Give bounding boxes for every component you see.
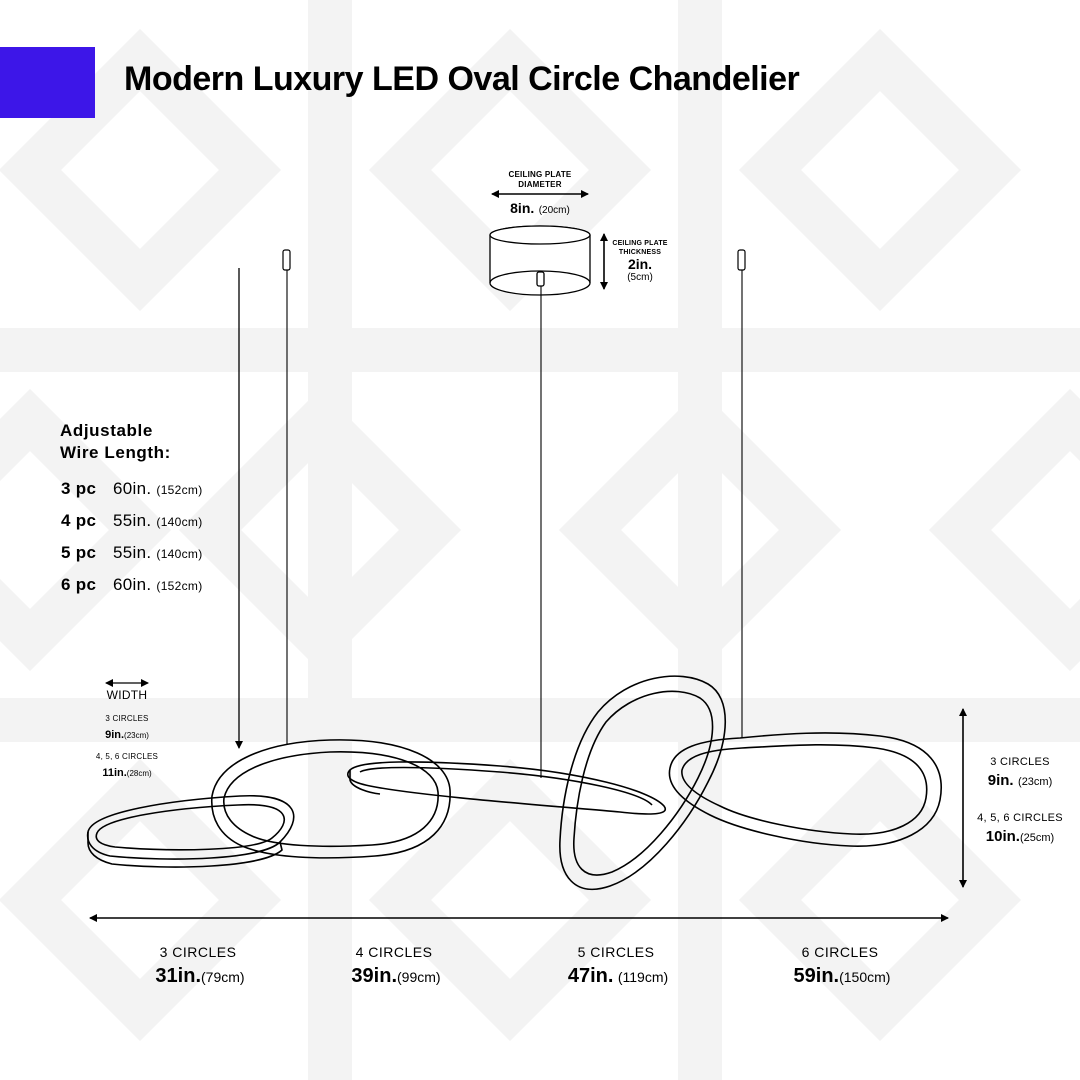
height-3-circles-value: 9in. (23cm) [960, 772, 1080, 790]
wire-length-heading-line1: Adjustable [60, 421, 153, 440]
length-3-circles-in: 31in. [155, 965, 201, 987]
length-3-circles-label: 3 CIRCLES [159, 944, 237, 960]
length-6-circles-label: 6 CIRCLES [801, 944, 879, 960]
wire-row-count: 6 pc [61, 575, 97, 594]
wire-row-cm: (152cm) [156, 483, 203, 497]
length-6-circles-in: 59in. [793, 965, 840, 987]
height-456-circles-in: 10in. [985, 828, 1020, 845]
wire-row-cm: (140cm) [156, 515, 203, 529]
wire-row-count: 3 pc [61, 479, 97, 498]
wire-length-heading-line2: Wire Length: [60, 443, 171, 462]
width-456-circles-value: 11in.(28cm) [77, 763, 177, 781]
wire-row-inches: 55in. [113, 543, 152, 562]
length-3-circles-cm: (79cm) [201, 969, 245, 985]
ceiling-plate-thickness-in: 2in. [627, 256, 653, 272]
wire-length-heading: Adjustable Wire Length: [60, 420, 171, 464]
wire-row-count: 5 pc [61, 543, 97, 562]
ceiling-plate-thickness-cm: (5cm) [627, 272, 653, 283]
height-3-circles-cm: (23cm) [1018, 776, 1053, 788]
height-456-circles-label: 4, 5, 6 CIRCLES [977, 812, 1063, 824]
width-456-circles-in: 11in. [102, 767, 127, 779]
height-456-circles-value: 10in.(25cm) [960, 828, 1080, 846]
wire-row-inches: 60in. [113, 575, 152, 594]
length-3-circles-value: 31in.(79cm) [110, 965, 290, 988]
height-456-circles-cm: (25cm) [1019, 832, 1055, 844]
wire-row-cm: (140cm) [156, 547, 203, 561]
led-ring-4 [559, 675, 726, 891]
wire-length-row: 6 pc 60in. (152cm) [61, 575, 203, 595]
length-5-circles-cm: (119cm) [617, 969, 669, 985]
ceiling-plate-diameter-value: 8in. (20cm) [480, 200, 600, 218]
length-4-circles-value: 39in.(99cm) [306, 965, 486, 988]
length-5-circles-value: 47in. (119cm) [528, 965, 708, 988]
brand-color-block [0, 47, 95, 118]
led-ring-2 [210, 739, 451, 859]
ceiling-plate-diameter-cm: (20cm) [538, 205, 570, 216]
width-456-circles-label: 4, 5, 6 CIRCLES [95, 752, 159, 761]
height-3-circles-in: 9in. [987, 772, 1014, 789]
ceiling-plate-thickness-label: CEILING PLATE THICKNESS [612, 240, 668, 256]
width-label: WIDTH [106, 688, 148, 702]
left-wire-anchor [282, 249, 291, 271]
length-5-circles-label: 5 CIRCLES [577, 944, 655, 960]
ceiling-plate-diameter-in: 8in. [510, 200, 535, 216]
page-title: Modern Luxury LED Oval Circle Chandelier [124, 60, 800, 98]
length-5-circles-in: 47in. [567, 965, 614, 987]
length-4-circles-label: 4 CIRCLES [355, 944, 433, 960]
led-ring-5 [668, 732, 942, 847]
length-6-circles-value: 59in.(150cm) [752, 965, 932, 988]
wire-length-row: 4 pc 55in. (140cm) [61, 511, 203, 531]
length-4-circles-cm: (99cm) [397, 969, 441, 985]
right-wire-anchor [737, 249, 746, 271]
wire-length-row: 5 pc 55in. (140cm) [61, 543, 203, 563]
wire-row-cm: (152cm) [156, 579, 203, 593]
height-3-circles-label: 3 CIRCLES [990, 756, 1050, 768]
wire-row-inches: 55in. [113, 511, 152, 530]
wire-length-row: 3 pc 60in. (152cm) [61, 479, 203, 499]
width-3-circles-value: 9in.(23cm) [77, 725, 177, 743]
width-3-circles-in: 9in. [105, 729, 125, 741]
ceiling-plate [489, 225, 591, 296]
led-ring-3 [347, 761, 667, 815]
width-3-circles-label: 3 CIRCLES [105, 714, 149, 723]
width-3-circles-cm: (23cm) [124, 731, 149, 740]
wire-row-count: 4 pc [61, 511, 97, 530]
led-ring-1 [86, 795, 295, 868]
length-6-circles-cm: (150cm) [839, 969, 891, 985]
ceiling-plate-diameter-label: CEILING PLATE DIAMETER [508, 170, 572, 189]
width-456-circles-cm: (28cm) [126, 769, 152, 778]
wire-row-inches: 60in. [113, 479, 152, 498]
length-4-circles-in: 39in. [351, 965, 397, 987]
